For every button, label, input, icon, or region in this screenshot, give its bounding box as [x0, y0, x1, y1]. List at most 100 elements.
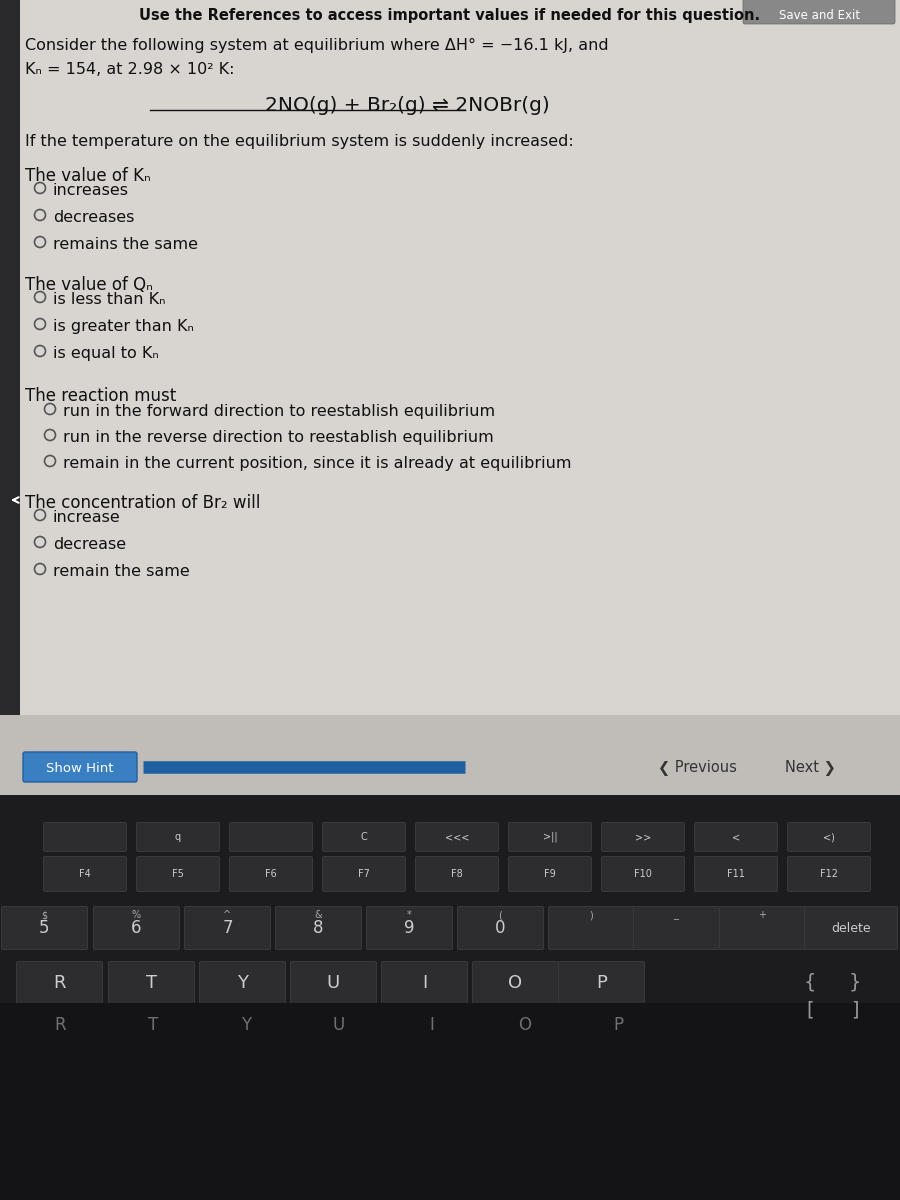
FancyBboxPatch shape: [472, 961, 559, 1004]
Text: Next ❯: Next ❯: [785, 760, 836, 776]
FancyBboxPatch shape: [137, 822, 220, 852]
Text: F9: F9: [544, 869, 556, 878]
FancyBboxPatch shape: [322, 822, 406, 852]
FancyBboxPatch shape: [200, 961, 285, 1004]
Text: F4: F4: [79, 869, 91, 878]
FancyBboxPatch shape: [457, 906, 544, 949]
FancyBboxPatch shape: [137, 857, 220, 892]
Text: <: <: [732, 832, 740, 842]
Text: 2NO(g) + Br₂(g) ⇌ 2NOBr(g): 2NO(g) + Br₂(g) ⇌ 2NOBr(g): [265, 96, 550, 115]
Text: 8: 8: [313, 919, 324, 937]
Text: 6: 6: [131, 919, 142, 937]
FancyBboxPatch shape: [805, 906, 897, 949]
FancyBboxPatch shape: [230, 822, 312, 852]
Text: U: U: [327, 974, 340, 992]
FancyBboxPatch shape: [601, 822, 685, 852]
Text: increases: increases: [53, 182, 129, 198]
Text: F11: F11: [727, 869, 745, 878]
Text: 0: 0: [495, 919, 506, 937]
FancyBboxPatch shape: [94, 906, 179, 949]
Text: 5: 5: [40, 919, 50, 937]
FancyBboxPatch shape: [743, 0, 895, 24]
FancyBboxPatch shape: [291, 961, 376, 1004]
FancyBboxPatch shape: [719, 906, 806, 949]
Text: run in the forward direction to reestablish equilibrium: run in the forward direction to reestabl…: [63, 404, 495, 419]
Text: T: T: [146, 974, 158, 992]
Text: U: U: [333, 1016, 345, 1034]
Text: The concentration of Br₂ will: The concentration of Br₂ will: [25, 494, 260, 512]
Text: {: {: [804, 972, 816, 991]
Text: decrease: decrease: [53, 538, 126, 552]
Text: Y: Y: [241, 1016, 251, 1034]
Text: The value of Qₙ: The value of Qₙ: [25, 276, 153, 294]
Text: F7: F7: [358, 869, 370, 878]
Text: Show Hint: Show Hint: [46, 762, 113, 775]
Text: F10: F10: [634, 869, 652, 878]
FancyBboxPatch shape: [548, 906, 634, 949]
Text: Consider the following system at equilibrium where ΔH° = −16.1 kJ, and: Consider the following system at equilib…: [25, 38, 608, 53]
Text: %: %: [131, 910, 140, 920]
Text: q: q: [175, 832, 181, 842]
Text: P: P: [613, 1016, 623, 1034]
Text: F6: F6: [266, 869, 277, 878]
FancyBboxPatch shape: [43, 822, 127, 852]
Text: 7: 7: [222, 919, 233, 937]
Text: remain the same: remain the same: [53, 564, 190, 578]
Text: O: O: [518, 1016, 532, 1034]
Text: ^: ^: [223, 910, 231, 920]
Text: 9: 9: [404, 919, 415, 937]
Text: }: }: [849, 972, 861, 991]
FancyBboxPatch shape: [0, 0, 20, 794]
Text: Y: Y: [237, 974, 248, 992]
FancyBboxPatch shape: [2, 906, 87, 949]
Text: [: [: [806, 1001, 814, 1020]
FancyBboxPatch shape: [23, 752, 137, 782]
Text: (: (: [498, 910, 502, 920]
FancyBboxPatch shape: [788, 822, 870, 852]
FancyBboxPatch shape: [366, 906, 453, 949]
Text: ]: ]: [851, 1001, 859, 1020]
FancyBboxPatch shape: [16, 961, 103, 1004]
FancyBboxPatch shape: [0, 715, 900, 794]
FancyBboxPatch shape: [508, 857, 591, 892]
Text: run in the reverse direction to reestablish equilibrium: run in the reverse direction to reestabl…: [63, 430, 494, 445]
Text: F12: F12: [820, 869, 838, 878]
FancyBboxPatch shape: [0, 794, 900, 1200]
Text: The value of Kₙ: The value of Kₙ: [25, 167, 151, 185]
Text: $: $: [40, 910, 47, 920]
Text: C: C: [361, 832, 367, 842]
Text: ❮ Previous: ❮ Previous: [658, 760, 737, 776]
FancyBboxPatch shape: [322, 857, 406, 892]
Text: O: O: [508, 974, 523, 992]
Text: +: +: [758, 910, 766, 920]
FancyBboxPatch shape: [43, 857, 127, 892]
Text: P: P: [596, 974, 607, 992]
FancyBboxPatch shape: [601, 857, 685, 892]
Text: I: I: [422, 974, 427, 992]
Text: ): ): [590, 910, 593, 920]
Text: decreases: decreases: [53, 210, 134, 226]
FancyBboxPatch shape: [382, 961, 467, 1004]
FancyBboxPatch shape: [695, 822, 778, 852]
Text: is less than Kₙ: is less than Kₙ: [53, 292, 166, 307]
FancyBboxPatch shape: [0, 1003, 900, 1200]
Text: &: &: [314, 910, 322, 920]
Text: <<<: <<<: [445, 832, 469, 842]
Text: Save and Exit: Save and Exit: [779, 8, 860, 22]
FancyBboxPatch shape: [0, 0, 900, 794]
Text: is greater than Kₙ: is greater than Kₙ: [53, 319, 194, 334]
FancyBboxPatch shape: [416, 822, 499, 852]
Text: R: R: [53, 974, 66, 992]
FancyBboxPatch shape: [184, 906, 271, 949]
FancyBboxPatch shape: [508, 822, 591, 852]
Text: _: _: [673, 910, 679, 920]
Text: delete: delete: [832, 922, 871, 935]
Text: remains the same: remains the same: [53, 236, 198, 252]
Text: >||: >||: [543, 832, 557, 842]
FancyBboxPatch shape: [230, 857, 312, 892]
FancyBboxPatch shape: [416, 857, 499, 892]
Text: *: *: [407, 910, 411, 920]
Text: increase: increase: [53, 510, 121, 526]
Text: T: T: [148, 1016, 158, 1034]
FancyBboxPatch shape: [788, 857, 870, 892]
